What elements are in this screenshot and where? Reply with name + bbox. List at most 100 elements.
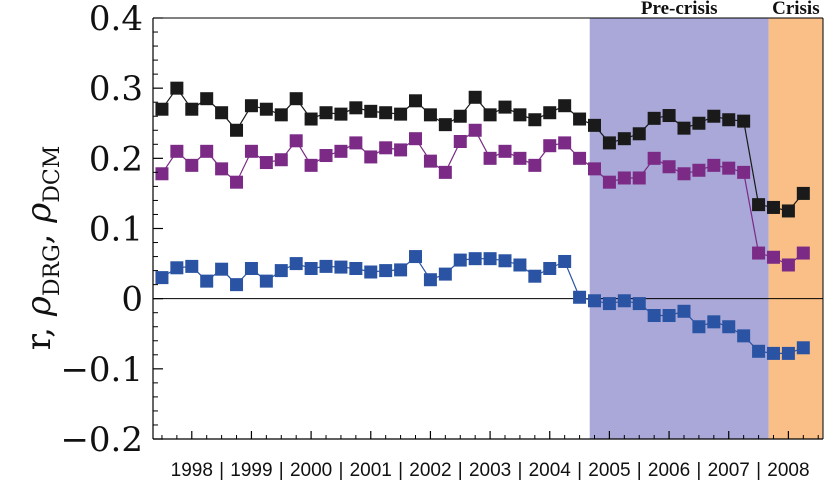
- data-point: [587, 294, 601, 308]
- data-point: [632, 297, 646, 311]
- y-tick-label: 0: [121, 280, 143, 320]
- data-point: [781, 204, 795, 218]
- data-point: [483, 108, 497, 122]
- data-point: [423, 108, 437, 122]
- region-bands: [589, 18, 823, 439]
- data-point: [796, 246, 810, 260]
- data-point: [662, 160, 676, 174]
- region-labels: Pre-crisis Crisis: [641, 0, 820, 19]
- data-point: [602, 297, 616, 311]
- data-point: [364, 150, 378, 164]
- data-point: [796, 341, 810, 355]
- data-point: [334, 260, 348, 274]
- data-point: [289, 134, 303, 148]
- data-point: [468, 252, 482, 266]
- x-tick-label: 1999: [230, 460, 272, 481]
- data-point: [185, 259, 199, 273]
- data-point: [259, 274, 273, 288]
- data-point: [558, 136, 572, 150]
- data-point: [543, 106, 557, 120]
- data-point: [215, 162, 229, 176]
- series-3: [155, 250, 810, 360]
- data-point: [244, 261, 258, 275]
- data-point: [513, 151, 527, 165]
- data-point: [170, 81, 184, 95]
- y-tick-label: 0.4: [89, 0, 143, 39]
- data-point: [498, 100, 512, 114]
- data-point: [319, 259, 333, 273]
- data-point: [259, 156, 273, 170]
- x-tick-separator: |: [637, 460, 642, 481]
- data-point: [304, 158, 318, 172]
- data-point: [319, 106, 333, 120]
- data-point: [543, 261, 557, 275]
- data-point: [438, 165, 452, 179]
- data-point: [155, 102, 169, 116]
- y-tick-label: 0.2: [89, 139, 143, 179]
- data-point: [304, 112, 318, 126]
- x-tick-separator: |: [577, 460, 582, 481]
- x-tick-separator: |: [398, 460, 403, 481]
- data-point: [289, 257, 303, 271]
- data-point: [617, 132, 631, 146]
- data-point: [185, 102, 199, 116]
- y-axis-label-sub-dcm: DCM: [40, 146, 65, 203]
- series-2: [155, 123, 810, 272]
- x-tick-label: 2001: [350, 460, 392, 481]
- data-point: [170, 144, 184, 158]
- data-point: [766, 250, 780, 264]
- data-point: [647, 309, 661, 323]
- data-point: [781, 258, 795, 272]
- data-point: [752, 246, 766, 260]
- data-point: [319, 149, 333, 163]
- data-point: [781, 346, 795, 360]
- data-point: [200, 274, 214, 288]
- y-tick-label: −0.1: [60, 350, 143, 390]
- data-point: [632, 127, 646, 141]
- data-point: [543, 139, 557, 153]
- data-point: [394, 263, 408, 277]
- data-point: [573, 290, 587, 304]
- x-tick-separator: |: [219, 460, 224, 481]
- data-point: [558, 254, 572, 268]
- data-point: [379, 141, 393, 155]
- data-point: [647, 111, 661, 125]
- x-tick-label: 2002: [409, 460, 451, 481]
- data-point: [230, 175, 244, 189]
- data-point: [409, 94, 423, 108]
- x-tick-label: 2000: [290, 460, 332, 481]
- data-point: [453, 134, 467, 148]
- data-point: [766, 200, 780, 214]
- data-point: [423, 273, 437, 287]
- data-point: [394, 143, 408, 157]
- x-tick-label: 2003: [469, 460, 511, 481]
- data-point: [513, 258, 527, 272]
- data-point: [602, 136, 616, 150]
- data-point: [796, 186, 810, 200]
- data-point: [349, 101, 363, 115]
- data-point: [692, 116, 706, 130]
- data-point: [274, 153, 288, 167]
- data-point: [274, 264, 288, 278]
- data-point: [558, 99, 572, 113]
- data-point: [349, 261, 363, 275]
- x-tick-label: 2007: [708, 460, 750, 481]
- x-tick-label: 1998: [171, 460, 213, 481]
- data-point: [170, 261, 184, 275]
- data-point: [349, 136, 363, 150]
- data-point: [394, 107, 408, 121]
- data-point: [707, 158, 721, 172]
- data-point: [185, 158, 199, 172]
- data-point: [573, 151, 587, 165]
- data-point: [528, 158, 542, 172]
- data-point: [438, 118, 452, 132]
- data-point: [647, 151, 661, 165]
- data-point: [528, 113, 542, 127]
- data-point: [617, 294, 631, 308]
- data-point: [677, 304, 691, 318]
- data-point: [423, 154, 437, 168]
- data-point: [334, 144, 348, 158]
- x-tick-separator: |: [517, 460, 522, 481]
- data-point: [513, 108, 527, 122]
